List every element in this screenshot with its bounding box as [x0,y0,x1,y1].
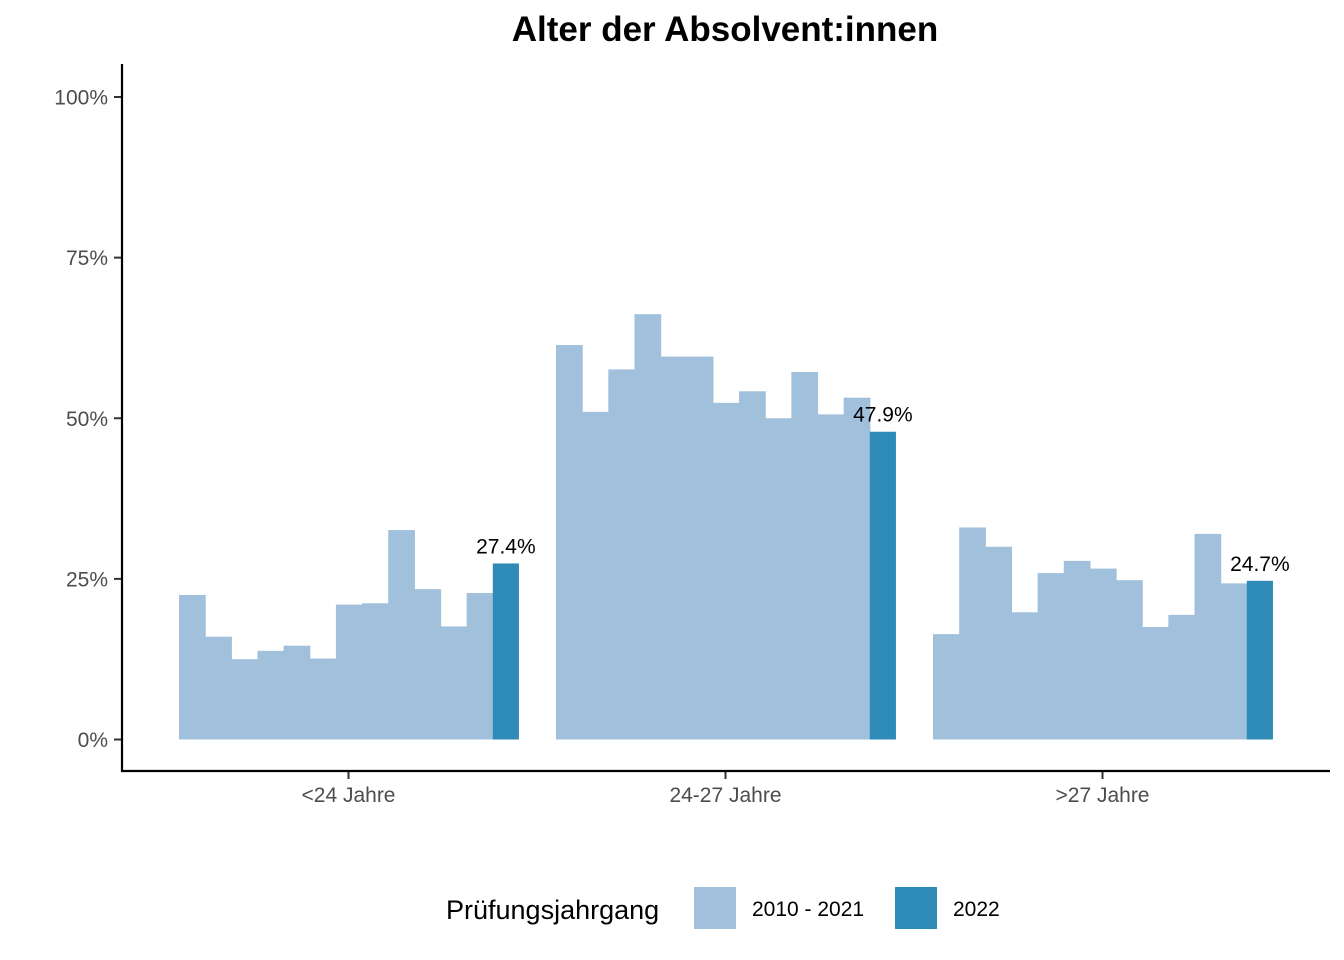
bar-2010-2021 [1220,583,1248,740]
legend-label-2022: 2022 [953,898,1000,921]
bar-2010-2021 [388,530,415,740]
bar-2010-2021 [739,391,766,740]
bar-2010-2021 [634,314,662,740]
data-labels: 27.4% 47.9% 24.7% [476,404,1290,576]
bar-2010-2021 [843,397,871,740]
bar-2022 [869,431,896,740]
x-axis: <24 Jahre 24-27 Jahre >27 Jahre [302,771,1150,807]
bar-2010-2021 [765,418,792,740]
legend-title: Prüfungsjahrgang [446,895,659,925]
bar-2010-2021 [1089,568,1117,740]
bars [179,314,1273,740]
bar-2010-2021 [660,356,688,740]
bar-2010-2021 [362,603,389,740]
x-tick-label: 24-27 Jahre [669,784,781,807]
bar-2010-2021 [608,369,636,740]
chart-title: Alter der Absolvent:innen [512,10,939,49]
data-label-2022: 47.9% [853,404,913,427]
y-tick-label: 75% [66,247,108,270]
y-tick-label: 0% [78,729,108,752]
bar-2010-2021 [283,645,311,740]
bar-2010-2021 [933,634,960,740]
bar-2010-2021 [440,626,468,740]
x-tick-label: >27 Jahre [1056,784,1150,807]
y-tick-label: 50% [66,408,108,431]
bar-2010-2021 [1037,573,1065,740]
bar-2010-2021 [959,527,986,740]
bar-2010-2021 [414,589,442,740]
bar-2010-2021 [1011,612,1039,740]
bar-2022 [1246,580,1273,740]
data-label-2022: 24.7% [1230,553,1290,576]
bar-2010-2021 [179,594,206,740]
x-tick-label: <24 Jahre [302,784,396,807]
bar-2010-2021 [1116,580,1143,740]
data-label-2022: 27.4% [476,535,536,558]
bar-2010-2021 [1168,614,1196,740]
bar-2010-2021 [309,658,337,740]
y-tick-label: 25% [66,568,108,591]
bar-2010-2021 [1194,533,1222,740]
bar-2010-2021 [582,411,609,740]
bar-2010-2021 [985,546,1013,740]
legend-swatch-2010-2021 [694,887,736,929]
bar-2010-2021 [231,659,259,740]
bar-2010-2021 [1142,627,1169,740]
y-axis: 0% 25% 50% 75% 100% [54,87,122,752]
bar-2010-2021 [205,636,232,740]
bar-2010-2021 [257,650,285,740]
y-tick-label: 100% [54,87,108,110]
legend-swatch-2022 [895,887,937,929]
legend-label-2010-2021: 2010 - 2021 [752,898,864,921]
bar-2010-2021 [817,414,845,740]
bar-2010-2021 [791,371,819,740]
bar-2010-2021 [712,402,740,740]
bar-2022 [492,563,519,740]
legend: Prüfungsjahrgang 2010 - 2021 2022 [446,887,1000,929]
bar-2010-2021 [686,356,714,740]
bar-2010-2021 [556,345,583,740]
bar-2010-2021 [1063,560,1091,740]
bar-2010-2021 [335,604,363,740]
bar-2010-2021 [466,593,494,740]
